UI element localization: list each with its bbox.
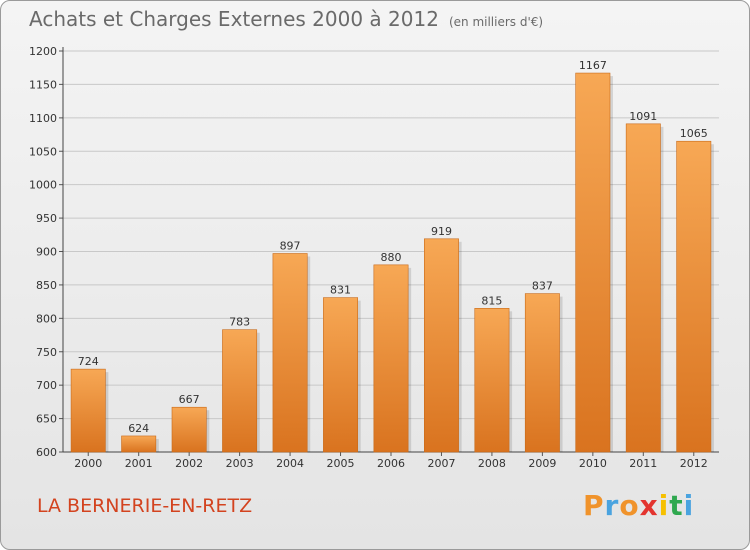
data-label-2012: 1065: [680, 127, 708, 140]
chart-title-text: Achats et Charges Externes 2000 à 2012: [29, 7, 439, 31]
bar-2001: [121, 435, 157, 453]
bar-2010: [575, 72, 611, 453]
x-tick-label-2005: 2005: [327, 457, 355, 470]
x-tick-label-2009: 2009: [528, 457, 556, 470]
chart-title: Achats et Charges Externes 2000 à 2012 (e…: [29, 7, 543, 31]
bar-2004: [272, 253, 308, 453]
data-label-2007: 919: [431, 225, 452, 238]
bar-2009: [524, 293, 560, 453]
y-tick-label: 950: [36, 212, 57, 225]
data-label-2002: 667: [179, 393, 200, 406]
y-tick-label: 1150: [29, 78, 57, 91]
bar-2003: [222, 329, 258, 453]
y-tick-label: 1200: [29, 45, 57, 58]
bar-2007: [424, 238, 459, 453]
bar-2000: [70, 368, 106, 453]
bar-2008: [474, 308, 510, 453]
bar-2002: [171, 406, 207, 453]
commune-name: LA BERNERIE-EN-RETZ: [37, 495, 253, 517]
logo-letter: P: [583, 489, 605, 522]
logo-letter: i: [683, 489, 695, 522]
data-label-2011: 1091: [629, 110, 657, 123]
bar-2006: [373, 264, 409, 453]
bars: [70, 72, 714, 453]
logo-letter: r: [604, 489, 620, 522]
data-label-2001: 624: [128, 422, 149, 435]
data-label-2005: 831: [330, 284, 351, 297]
proxiti-logo: Proxiti: [583, 489, 694, 522]
data-label-2006: 880: [381, 251, 402, 264]
y-tick-label: 650: [36, 413, 57, 426]
axes: 600 650 700 750 800 850 900 950 1000 1050 1100 1150…: [29, 45, 719, 470]
x-tick-label-2006: 2006: [377, 457, 405, 470]
y-tick-label: 1000: [29, 179, 57, 192]
data-label-2004: 897: [280, 240, 301, 253]
logo-letter: i: [658, 489, 670, 522]
x-tick-label-2001: 2001: [125, 457, 153, 470]
x-tick-label-2004: 2004: [276, 457, 304, 470]
y-tick-label: 700: [36, 379, 57, 392]
logo-letter: t: [669, 489, 684, 522]
x-tick-label-2008: 2008: [478, 457, 506, 470]
chart-subtitle: (en milliers d'€): [448, 15, 544, 29]
x-tick-label-2000: 2000: [74, 457, 102, 470]
y-tick-label: 1100: [29, 112, 57, 125]
labels: 724 624 667 783 897 831 880 919 815 837 1167 1091 10…: [78, 59, 708, 435]
data-label-2009: 837: [532, 280, 553, 293]
x-tick-label-2002: 2002: [175, 457, 203, 470]
data-label-2003: 783: [229, 316, 250, 329]
data-label-2010: 1167: [579, 59, 607, 72]
data-label-2000: 724: [78, 355, 99, 368]
y-tick-label: 800: [36, 312, 57, 325]
y-tick-label: 900: [36, 246, 57, 259]
y-tick-label: 1050: [29, 145, 57, 158]
bar-2012: [676, 140, 712, 453]
x-tick-label-2010: 2010: [579, 457, 607, 470]
data-label-2008: 815: [481, 294, 502, 307]
x-tick-label-2007: 2007: [427, 457, 455, 470]
x-tick-label-2003: 2003: [226, 457, 254, 470]
bar-2005: [323, 297, 358, 453]
logo-letter: o: [619, 489, 640, 522]
bar-2011: [625, 123, 661, 453]
y-tick-label: 850: [36, 279, 57, 292]
logo-letter: x: [639, 489, 659, 522]
x-tick-label-2011: 2011: [629, 457, 657, 470]
y-tick-label: 750: [36, 346, 57, 359]
x-tick-label-2012: 2012: [680, 457, 708, 470]
y-tick-label: 600: [36, 446, 57, 459]
